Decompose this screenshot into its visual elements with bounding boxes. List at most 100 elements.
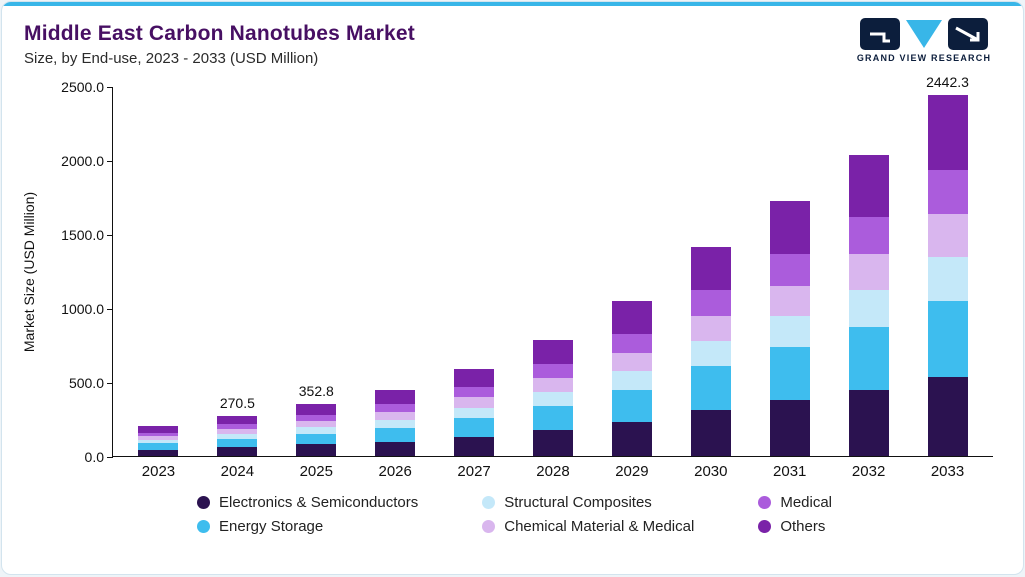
legend-dot-icon	[758, 520, 772, 533]
y-tick-label: 2000.0	[61, 153, 104, 169]
bar-segment	[454, 418, 495, 437]
legend-label: Electronics & Semiconductors	[219, 494, 419, 511]
y-axis-ticks: 2500.0 2000.0 1500.0 1000.0 500.0 0.0	[40, 79, 104, 465]
x-tick-label: 2024	[220, 463, 255, 480]
bar-segment	[532, 392, 573, 406]
legend-item: Energy Storage	[197, 518, 418, 535]
bar-segment	[769, 201, 810, 255]
top-accent-bar	[2, 2, 1023, 6]
logo-shapes	[849, 18, 999, 50]
bar-value-label: 2442.3	[926, 73, 969, 90]
bar-2029	[611, 301, 652, 456]
bar-2027	[454, 368, 495, 456]
legend-dot-icon	[482, 496, 496, 509]
bar-segment	[532, 430, 573, 456]
legend-item: Structural Composites	[482, 494, 694, 511]
bar-segment	[927, 376, 968, 456]
bar-column-2027	[435, 87, 514, 456]
bar-segment	[611, 421, 652, 456]
x-tick-label: 2025	[299, 463, 333, 480]
y-tick-label: 2500.0	[61, 79, 104, 95]
legend-dot-icon	[197, 520, 210, 533]
bar-segment	[375, 412, 416, 420]
bar-column-2029	[592, 87, 671, 456]
legend-label: Chemical Material & Medical	[504, 518, 695, 535]
legend-label: Medical	[780, 494, 833, 511]
legend-item: Medical	[758, 494, 832, 511]
x-tick-label: 2029	[615, 463, 649, 480]
bar-segment	[690, 409, 731, 456]
bar-column-2032	[829, 87, 908, 456]
bar-segment	[217, 416, 258, 425]
bar-segment	[375, 427, 416, 442]
bar-segment	[454, 436, 495, 456]
legend-dot-icon	[482, 520, 496, 533]
bar-segment	[769, 346, 810, 401]
legend: Electronics & Semiconductors Energy Stora…	[197, 494, 832, 535]
y-axis-label-wrap: Market Size (USD Million)	[18, 87, 40, 457]
bar-column-2026	[356, 87, 435, 456]
bar-segment	[296, 403, 337, 415]
bar-segment	[611, 389, 652, 422]
y-tick-mark	[107, 382, 113, 384]
chart-body: Market Size (USD Million) 2500.0 2000.0 15…	[2, 67, 1023, 465]
bar-segment	[611, 371, 652, 390]
bar-segment	[927, 300, 968, 377]
bar-segment	[296, 414, 337, 422]
bar-segment	[375, 403, 416, 413]
bar-value-label: 270.5	[219, 395, 255, 411]
y-tick-mark	[107, 234, 113, 236]
bar-segment	[611, 333, 652, 353]
bar-segment	[296, 433, 337, 445]
grand-view-research-logo: GRAND VIEW RESEARCH	[849, 18, 999, 63]
bars-container: 270.5 352.8 2442.3	[113, 74, 993, 456]
bar-segment	[296, 444, 337, 456]
bar-column-2028	[514, 87, 593, 456]
bar-segment	[454, 386, 495, 398]
x-axis-spacer	[18, 463, 113, 480]
bar-2023	[138, 426, 179, 456]
bar-column-2033: 2442.3	[908, 74, 987, 456]
x-tick-label: 2023	[141, 463, 176, 480]
x-axis-row: 2023 2024 2025 2026 2027 2028 2029 2030 2031 2032…	[2, 457, 1023, 480]
bar-2028	[532, 339, 573, 456]
bar-segment	[927, 213, 968, 258]
legend-label: Energy Storage	[219, 518, 324, 535]
bar-2025: 352.8	[296, 383, 337, 456]
x-tick-label: 2028	[536, 463, 570, 480]
bar-segment	[138, 449, 179, 456]
bar-segment	[769, 254, 810, 286]
bar-segment	[454, 368, 495, 387]
bar-2031	[769, 201, 810, 456]
bar-segment	[375, 441, 416, 456]
bar-segment	[138, 439, 179, 444]
bar-segment	[848, 154, 889, 218]
legend-item: Others	[758, 518, 832, 535]
legend-dot-icon	[758, 496, 772, 509]
bar-segment	[138, 436, 179, 440]
x-tick-label: 2030	[694, 463, 728, 480]
bar-segment	[217, 424, 258, 430]
x-tick-label: 2033	[930, 463, 965, 480]
bar-segment	[532, 406, 573, 431]
y-tick-mark	[107, 86, 113, 88]
bar-2026	[375, 390, 416, 456]
bar-segment	[296, 421, 337, 428]
bar-segment	[217, 433, 258, 439]
bar-segment	[769, 316, 810, 347]
bar-column-2030	[671, 87, 750, 456]
legend-dot-icon	[197, 496, 210, 509]
bar-2024: 270.5	[217, 395, 258, 456]
bar-segment	[769, 400, 810, 456]
y-tick-mark	[107, 308, 113, 310]
bar-segment	[848, 290, 889, 327]
y-tick-mark	[107, 160, 113, 162]
legend-label: Others	[780, 518, 826, 535]
bar-segment	[454, 407, 495, 419]
bar-2032	[848, 154, 889, 456]
bar-segment	[454, 397, 495, 408]
y-tick-label: 500.0	[68, 375, 104, 391]
bar-segment	[138, 426, 179, 433]
x-axis-labels: 2023 2024 2025 2026 2027 2028 2029 2030 2031 2032…	[113, 463, 993, 480]
bar-segment	[217, 447, 258, 456]
